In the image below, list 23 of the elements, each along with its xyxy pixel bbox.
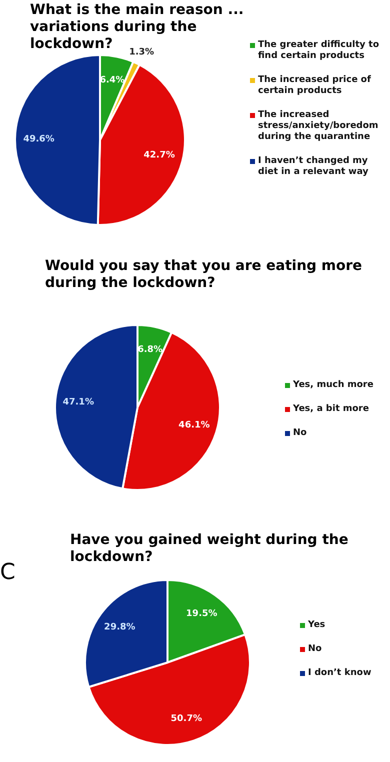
data-label: 49.6% <box>23 134 54 145</box>
data-label: 19.5% <box>186 609 218 620</box>
data-label: 46.1% <box>178 420 210 431</box>
legend-label: Yes, a bit more <box>293 404 369 415</box>
data-label: 1.3% <box>129 48 154 58</box>
legend-label: No <box>308 644 322 655</box>
legend-label: Yes, much more <box>293 380 374 391</box>
legend-label: I haven’t changed my diet in a relevant way <box>258 156 370 178</box>
legend-label: Yes <box>308 620 326 631</box>
chart-title: Have you gained weight during the lockdown? <box>70 532 350 566</box>
legend-label: No <box>293 428 307 439</box>
legend-label: I don’t know <box>308 668 372 679</box>
legend-label: The increased price of certain products <box>258 75 372 97</box>
data-label: 6.8% <box>138 344 163 355</box>
chart-title: Would you say that you are eating more during the lockdown? <box>45 258 364 292</box>
text: C <box>0 560 16 585</box>
data-label: 42.7% <box>144 150 175 161</box>
data-label: 47.1% <box>62 397 94 408</box>
data-label: 50.7% <box>170 714 202 724</box>
legend-label: The increased stress/anxiety/boredom during the quarantine <box>258 110 380 143</box>
data-label: 6.4% <box>100 75 125 86</box>
data-label: 29.8% <box>104 622 136 633</box>
legend-label: The greater difficulty to find certain products <box>258 40 380 62</box>
